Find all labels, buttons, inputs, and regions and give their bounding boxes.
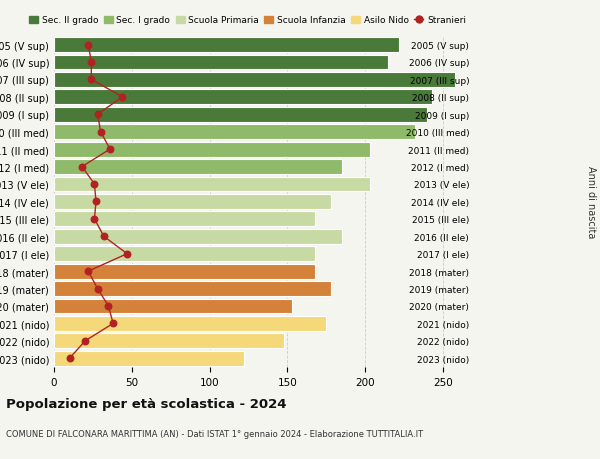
- Point: [105, 146, 115, 153]
- Bar: [54, 334, 284, 348]
- Point: [89, 216, 99, 223]
- Point: [86, 59, 96, 67]
- Bar: [54, 38, 400, 53]
- Bar: [54, 281, 331, 297]
- Point: [109, 320, 118, 327]
- Text: Popolazione per età scolastica - 2024: Popolazione per età scolastica - 2024: [6, 397, 287, 410]
- Bar: [54, 125, 415, 140]
- Point: [93, 285, 103, 292]
- Point: [83, 268, 93, 275]
- Text: Anni di nascita: Anni di nascita: [586, 166, 596, 238]
- Point: [96, 129, 106, 136]
- Bar: [54, 90, 432, 105]
- Bar: [54, 247, 316, 262]
- Legend: Sec. II grado, Sec. I grado, Scuola Primaria, Scuola Infanzia, Asilo Nido, Stran: Sec. II grado, Sec. I grado, Scuola Prim…: [25, 13, 469, 29]
- Point: [99, 233, 109, 241]
- Bar: [54, 299, 292, 313]
- Point: [83, 42, 93, 49]
- Point: [93, 112, 103, 119]
- Bar: [54, 160, 342, 174]
- Point: [104, 302, 113, 310]
- Bar: [54, 195, 331, 209]
- Point: [86, 77, 96, 84]
- Point: [89, 181, 99, 188]
- Point: [122, 251, 132, 258]
- Bar: [54, 177, 370, 192]
- Point: [77, 163, 87, 171]
- Bar: [54, 212, 316, 227]
- Bar: [54, 56, 388, 70]
- Point: [118, 94, 127, 101]
- Point: [65, 355, 74, 362]
- Bar: [54, 142, 370, 157]
- Bar: [54, 264, 316, 279]
- Text: COMUNE DI FALCONARA MARITTIMA (AN) - Dati ISTAT 1° gennaio 2024 - Elaborazione T: COMUNE DI FALCONARA MARITTIMA (AN) - Dat…: [6, 429, 423, 438]
- Bar: [54, 230, 342, 244]
- Bar: [54, 316, 326, 331]
- Point: [91, 198, 101, 206]
- Bar: [54, 73, 455, 88]
- Point: [80, 337, 90, 345]
- Bar: [54, 351, 244, 366]
- Bar: [54, 107, 427, 123]
